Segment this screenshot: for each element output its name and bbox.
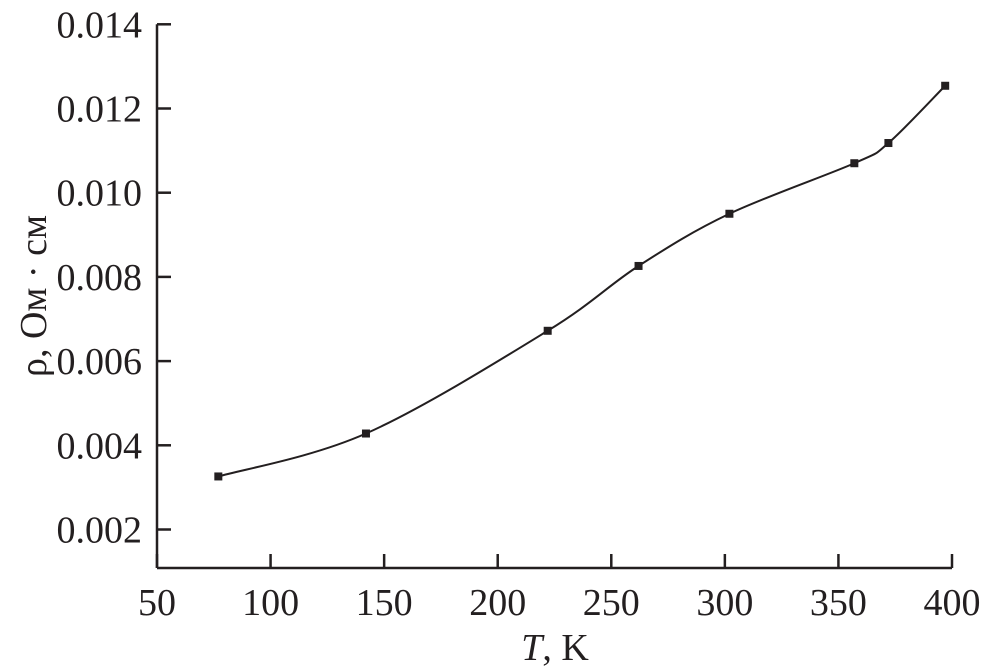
data-point-marker bbox=[214, 472, 223, 481]
data-point-marker bbox=[941, 81, 950, 90]
tick-labels: 50 100 150 200 250 300 350 400 0.002 0.004 0.006 0.… bbox=[57, 4, 981, 624]
data-point-marker bbox=[725, 209, 734, 218]
y-tick-label: 0.008 bbox=[57, 257, 143, 299]
x-axis-label: T, K bbox=[521, 627, 589, 669]
data-point-marker bbox=[884, 139, 893, 148]
x-axis-label-italic: T bbox=[521, 627, 545, 669]
y-tick-label: 0.012 bbox=[57, 89, 143, 131]
x-tick-label: 200 bbox=[469, 582, 526, 624]
x-tick-label: 50 bbox=[138, 582, 176, 624]
y-tick-label: 0.010 bbox=[57, 173, 143, 215]
x-axis-label-unit: , K bbox=[542, 627, 589, 669]
data-point-marker bbox=[850, 159, 859, 168]
x-tick-label: 150 bbox=[356, 582, 413, 624]
data-point-marker bbox=[634, 261, 643, 270]
axes bbox=[155, 23, 954, 570]
y-tick-label: 0.006 bbox=[57, 341, 143, 383]
y-tick-label: 0.004 bbox=[57, 425, 143, 467]
data-markers bbox=[214, 81, 950, 481]
x-tick-label: 350 bbox=[810, 582, 867, 624]
x-tick-label: 100 bbox=[242, 582, 299, 624]
x-tick-label: 400 bbox=[924, 582, 981, 624]
data-point-marker bbox=[543, 326, 552, 335]
series-curve bbox=[218, 85, 946, 478]
y-tick-label: 0.014 bbox=[57, 4, 143, 46]
x-tick-label: 300 bbox=[696, 582, 753, 624]
x-tick-label: 250 bbox=[583, 582, 640, 624]
y-axis-label: ρ, Ом · см bbox=[13, 215, 55, 377]
data-point-marker bbox=[361, 429, 370, 438]
y-tick-label: 0.002 bbox=[57, 510, 143, 552]
